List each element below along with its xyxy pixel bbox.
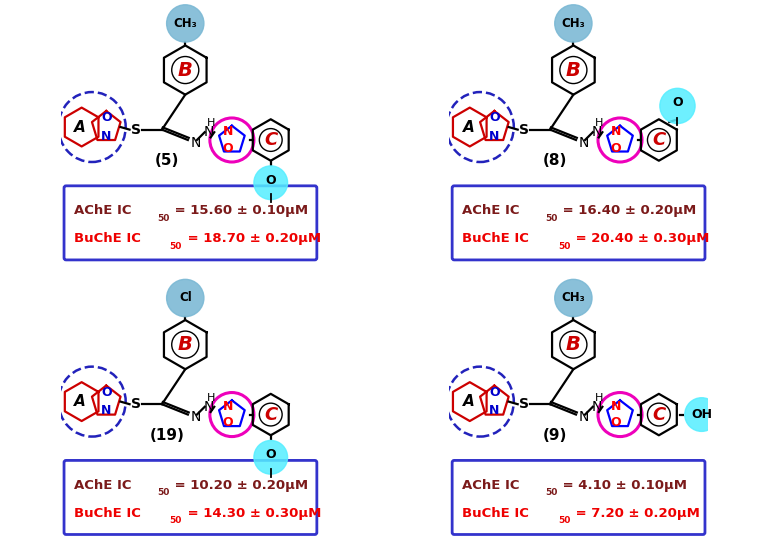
Text: CH₃: CH₃ xyxy=(561,292,585,305)
FancyBboxPatch shape xyxy=(64,186,317,260)
Text: Cl: Cl xyxy=(179,292,191,305)
Text: (8): (8) xyxy=(543,153,568,168)
Text: 50: 50 xyxy=(545,488,558,497)
Text: N: N xyxy=(101,404,112,417)
Text: N: N xyxy=(579,410,590,424)
Text: 50: 50 xyxy=(157,214,169,223)
Text: O: O xyxy=(101,112,112,125)
Text: N: N xyxy=(223,125,233,138)
Text: H: H xyxy=(595,118,604,128)
Text: AChE IC: AChE IC xyxy=(462,204,520,217)
Circle shape xyxy=(167,279,204,316)
Text: B: B xyxy=(566,60,581,80)
Text: (19): (19) xyxy=(150,428,185,443)
Text: BuChE IC: BuChE IC xyxy=(74,232,141,245)
Circle shape xyxy=(554,5,592,42)
Text: 50: 50 xyxy=(545,214,558,223)
Text: 50: 50 xyxy=(157,488,169,497)
Text: BuChE IC: BuChE IC xyxy=(462,507,529,520)
Text: B: B xyxy=(178,60,193,80)
Text: B: B xyxy=(566,335,581,354)
Text: A: A xyxy=(75,394,86,409)
Text: S: S xyxy=(519,122,529,136)
Text: = 7.20 ± 0.20μM: = 7.20 ± 0.20μM xyxy=(571,507,700,520)
Text: N: N xyxy=(101,129,112,143)
Text: 50: 50 xyxy=(170,516,182,526)
Circle shape xyxy=(254,440,288,474)
FancyBboxPatch shape xyxy=(452,186,705,260)
Circle shape xyxy=(167,5,204,42)
Text: AChE IC: AChE IC xyxy=(462,479,520,492)
Text: AChE IC: AChE IC xyxy=(74,204,131,217)
Circle shape xyxy=(660,88,695,123)
Text: C: C xyxy=(652,405,665,424)
FancyBboxPatch shape xyxy=(64,460,317,535)
Text: O: O xyxy=(265,448,276,461)
Text: O: O xyxy=(611,416,621,430)
Text: N: N xyxy=(591,400,602,414)
Text: A: A xyxy=(463,120,474,135)
Text: O: O xyxy=(223,142,233,155)
Text: = 20.40 ± 0.30μM: = 20.40 ± 0.30μM xyxy=(571,232,709,245)
Text: N: N xyxy=(611,125,621,138)
Text: O: O xyxy=(489,112,500,125)
Text: = 4.10 ± 0.10μM: = 4.10 ± 0.10μM xyxy=(558,479,687,492)
Text: N: N xyxy=(489,129,500,143)
Text: O: O xyxy=(223,416,233,430)
Text: N: N xyxy=(591,125,602,139)
Text: C: C xyxy=(264,405,278,424)
Text: CH₃: CH₃ xyxy=(173,17,197,30)
Text: 50: 50 xyxy=(170,241,182,251)
Text: AChE IC: AChE IC xyxy=(74,479,131,492)
Text: A: A xyxy=(75,120,86,135)
Circle shape xyxy=(684,398,718,431)
Text: N: N xyxy=(579,136,590,150)
Text: O: O xyxy=(489,386,500,399)
Text: O: O xyxy=(672,95,683,108)
Text: N: N xyxy=(203,125,214,139)
Text: N: N xyxy=(489,404,500,417)
Text: = 18.70 ± 0.20μM: = 18.70 ± 0.20μM xyxy=(183,232,321,245)
Text: S: S xyxy=(519,397,529,411)
Text: A: A xyxy=(463,394,474,409)
Text: H: H xyxy=(207,393,215,403)
Text: = 16.40 ± 0.20μM: = 16.40 ± 0.20μM xyxy=(558,204,696,217)
Text: S: S xyxy=(131,122,141,136)
Text: (9): (9) xyxy=(543,428,568,443)
Text: O: O xyxy=(265,174,276,186)
Text: BuChE IC: BuChE IC xyxy=(462,232,529,245)
Text: N: N xyxy=(223,400,233,413)
Text: N: N xyxy=(611,400,621,413)
Text: H: H xyxy=(595,393,604,403)
Text: = 10.20 ± 0.20μM: = 10.20 ± 0.20μM xyxy=(170,479,308,492)
Text: 50: 50 xyxy=(558,516,570,526)
Text: = 14.30 ± 0.30μM: = 14.30 ± 0.30μM xyxy=(183,507,321,520)
Text: BuChE IC: BuChE IC xyxy=(74,507,141,520)
Text: O: O xyxy=(101,386,112,399)
Text: O: O xyxy=(611,142,621,155)
Text: N: N xyxy=(191,410,201,424)
Text: 50: 50 xyxy=(558,241,570,251)
Text: C: C xyxy=(652,131,665,149)
Circle shape xyxy=(254,166,288,199)
Text: = 15.60 ± 0.10μM: = 15.60 ± 0.10μM xyxy=(170,204,308,217)
Circle shape xyxy=(554,279,592,316)
Text: N: N xyxy=(191,136,201,150)
Text: H: H xyxy=(207,118,215,128)
Text: B: B xyxy=(178,335,193,354)
Text: (5): (5) xyxy=(155,153,179,168)
FancyBboxPatch shape xyxy=(452,460,705,535)
Text: C: C xyxy=(264,131,278,149)
Text: S: S xyxy=(131,397,141,411)
Text: CH₃: CH₃ xyxy=(561,17,585,30)
Text: OH: OH xyxy=(691,408,712,421)
Text: N: N xyxy=(203,400,214,414)
